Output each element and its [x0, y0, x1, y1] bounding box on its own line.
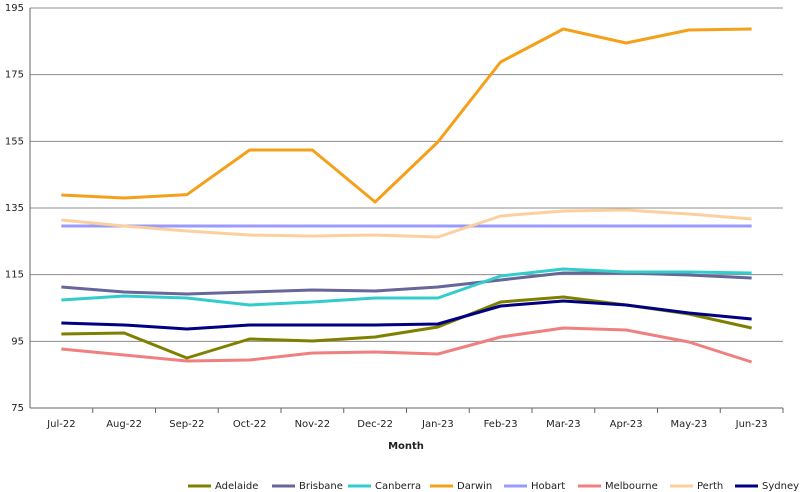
- series-line: [61, 299, 752, 331]
- legend-label: Melbourne: [605, 481, 658, 492]
- y-tick-label: 195: [5, 3, 24, 14]
- series-line: [61, 326, 753, 364]
- x-tick-label: Jul-22: [46, 419, 75, 430]
- x-tick-label: Dec-22: [357, 419, 393, 430]
- x-tick-label: Jan-23: [421, 419, 454, 430]
- legend-label: Darwin: [457, 481, 492, 492]
- legend-label: Brisbane: [299, 481, 343, 492]
- x-tick-label: Oct-22: [233, 419, 267, 430]
- x-tick-label: May-23: [670, 419, 707, 430]
- y-tick-label: 95: [11, 336, 24, 347]
- y-tick-label: 135: [5, 203, 24, 214]
- x-axis-title: Month: [388, 441, 424, 452]
- x-tick-label: Sep-22: [169, 419, 204, 430]
- y-tick-label: 115: [5, 270, 24, 281]
- legend-label: Adelaide: [215, 481, 258, 492]
- x-tick-label: Apr-23: [610, 419, 643, 430]
- series-line: [61, 208, 752, 239]
- series-line: [61, 27, 752, 204]
- legend-label: Hobart: [531, 481, 565, 492]
- y-tick-label: 175: [5, 70, 24, 81]
- x-tick-label: Aug-22: [106, 419, 142, 430]
- x-tick-label: Jun-23: [735, 419, 768, 430]
- x-tick-label: Feb-23: [484, 419, 518, 430]
- series-line: [61, 271, 752, 296]
- x-tick-label: Mar-23: [546, 419, 581, 430]
- legend-label: Sydney: [762, 481, 799, 492]
- series-line: [61, 267, 752, 307]
- legend-label: Canberra: [375, 481, 421, 492]
- y-tick-label: 155: [5, 136, 24, 147]
- legend-label: Perth: [697, 481, 723, 492]
- y-tick-label: 75: [11, 403, 24, 414]
- x-tick-label: Nov-22: [295, 419, 331, 430]
